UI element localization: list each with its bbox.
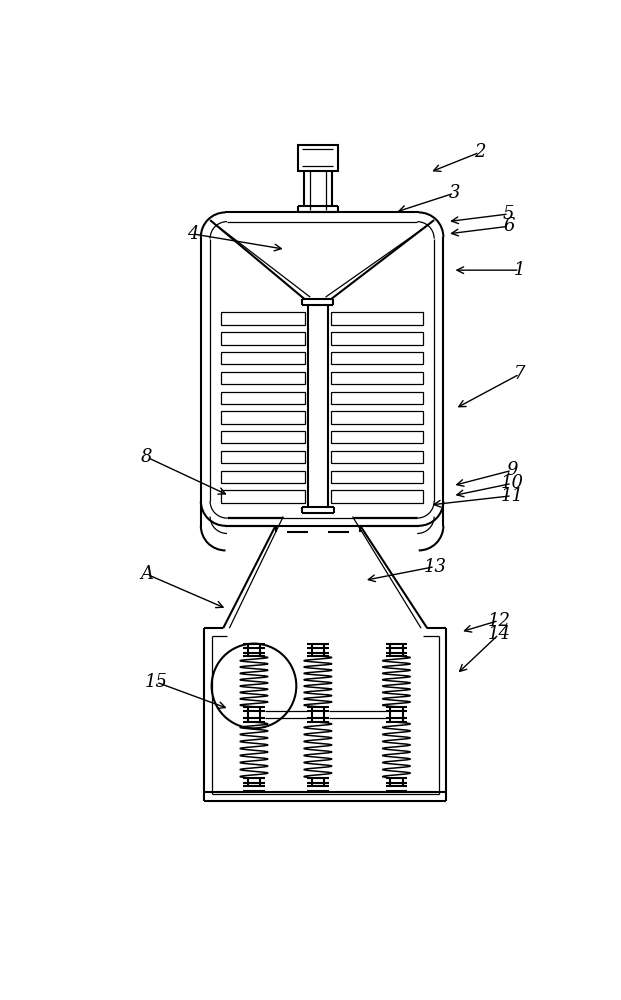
- Bar: [221, 352, 305, 364]
- Text: 14: 14: [487, 625, 510, 643]
- Text: 12: 12: [487, 611, 510, 630]
- Bar: [221, 490, 305, 503]
- Bar: [331, 490, 424, 503]
- Text: 8: 8: [141, 448, 153, 466]
- Bar: [221, 431, 305, 443]
- Text: 6: 6: [503, 217, 515, 235]
- Text: 15: 15: [145, 673, 168, 691]
- Text: 4: 4: [188, 225, 199, 243]
- Bar: [331, 451, 424, 463]
- Text: 13: 13: [424, 558, 446, 576]
- Bar: [221, 332, 305, 345]
- Bar: [331, 312, 424, 325]
- Bar: [331, 411, 424, 424]
- Text: 5: 5: [503, 205, 515, 223]
- Text: 2: 2: [474, 143, 486, 161]
- Bar: [221, 372, 305, 384]
- Text: 9: 9: [506, 461, 518, 479]
- Text: A: A: [140, 565, 153, 583]
- Text: 11: 11: [501, 487, 524, 505]
- Bar: [331, 392, 424, 404]
- Text: 1: 1: [514, 261, 525, 279]
- Bar: [331, 332, 424, 345]
- Bar: [221, 451, 305, 463]
- Text: 10: 10: [501, 474, 524, 492]
- Bar: [221, 411, 305, 424]
- Bar: [298, 145, 338, 171]
- Bar: [331, 431, 424, 443]
- Bar: [221, 312, 305, 325]
- Bar: [331, 352, 424, 364]
- Bar: [221, 471, 305, 483]
- Bar: [331, 372, 424, 384]
- Bar: [331, 471, 424, 483]
- Text: 3: 3: [448, 184, 460, 202]
- Bar: [221, 392, 305, 404]
- Text: 7: 7: [514, 365, 525, 383]
